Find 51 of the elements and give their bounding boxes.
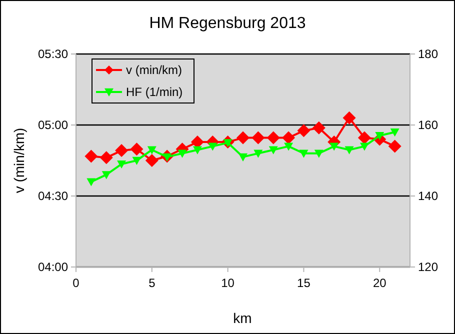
point <box>284 142 294 151</box>
point <box>100 151 113 164</box>
x-tick-label: 10 <box>221 276 235 290</box>
point <box>282 131 296 144</box>
point <box>266 131 280 144</box>
point <box>132 156 142 165</box>
y2-tick-label: 160 <box>418 118 438 132</box>
point <box>130 142 144 156</box>
point <box>314 150 324 158</box>
legend-label: v (min/km) <box>126 63 182 77</box>
point <box>344 146 354 154</box>
point <box>268 146 278 154</box>
point <box>84 150 98 163</box>
point <box>115 144 128 158</box>
point <box>342 111 356 124</box>
point <box>192 146 202 154</box>
chart-title: HM Regensburg 2013 <box>149 15 306 32</box>
point <box>236 131 250 144</box>
y-tick-label: 04:30 <box>38 189 68 203</box>
point <box>330 142 339 151</box>
point <box>178 150 187 158</box>
point <box>147 146 156 154</box>
point <box>254 150 263 158</box>
x-axis-title: km <box>233 310 252 326</box>
y2-tick-label: 140 <box>418 189 438 203</box>
point <box>252 131 265 144</box>
y-tick-label: 05:00 <box>38 118 68 132</box>
point <box>297 124 310 138</box>
x-tick-label: 20 <box>372 276 387 290</box>
y-tick-label: 04:00 <box>38 260 68 274</box>
point <box>86 178 96 186</box>
y-tick-label: 05:30 <box>38 47 68 61</box>
x-tick-label: 5 <box>148 276 156 290</box>
point <box>375 132 384 140</box>
point <box>360 142 369 151</box>
x-tick-label: 0 <box>72 276 80 290</box>
legend-label: HF (1/min) <box>126 85 183 99</box>
point <box>102 171 111 180</box>
point <box>312 121 326 134</box>
y2-tick-label: 180 <box>418 47 438 61</box>
point <box>145 154 158 167</box>
point <box>299 150 308 158</box>
point <box>238 153 248 162</box>
point <box>117 160 126 169</box>
point <box>388 140 402 153</box>
x-tick-label: 15 <box>297 276 311 290</box>
point <box>390 128 400 137</box>
y2-tick-label: 120 <box>418 260 438 274</box>
y-axis-title: v (min/km) <box>11 128 27 194</box>
point <box>208 142 218 151</box>
point <box>358 131 371 144</box>
